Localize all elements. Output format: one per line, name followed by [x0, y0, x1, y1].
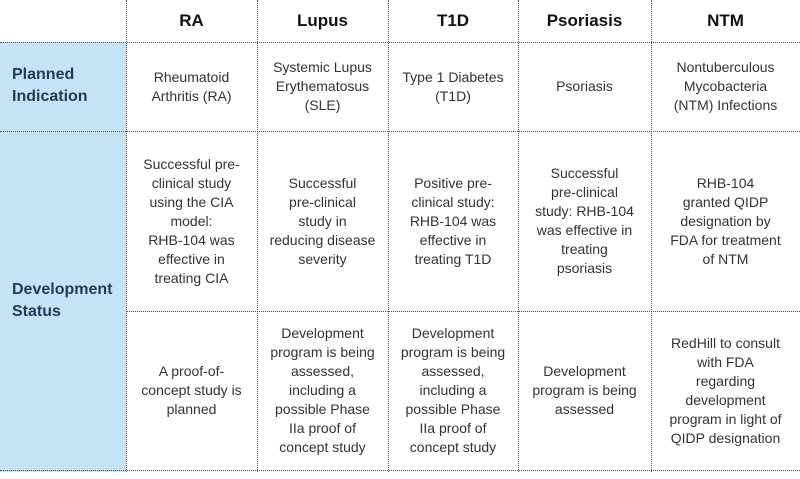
development-status-label: Development Status — [12, 281, 113, 320]
column-header-psoriasis: Psoriasis — [546, 11, 623, 30]
preclinical-cell-lupus: Successful pre-clinical study in reducin… — [269, 174, 376, 267]
column-header-ntm: NTM — [707, 11, 744, 30]
preclinical-cell-ntm: RHB-104 granted QIDP designation by FDA … — [670, 174, 781, 267]
indication-cell-ntm: Nontuberculous Mycobacteria (NTM) Infect… — [673, 59, 778, 113]
divider — [126, 311, 800, 312]
divider — [126, 0, 127, 472]
divider — [0, 131, 800, 132]
row-header-column — [0, 42, 126, 472]
program-cell-ra: A proof-of- concept study is planned — [141, 363, 242, 417]
program-cell-lupus: Development program is being assessed, i… — [270, 325, 375, 455]
indication-cell-lupus: Systemic Lupus Erythematosus (SLE) — [273, 59, 372, 113]
preclinical-cell-ra: Successful pre- clinical study using the… — [143, 155, 240, 286]
divider — [0, 42, 800, 43]
column-header-lupus: Lupus — [297, 11, 348, 30]
preclinical-cell-psoriasis: Successful pre-clinical study: RHB-104 w… — [535, 165, 634, 276]
preclinical-cell-t1d: Positive pre- clinical study: RHB-104 wa… — [409, 174, 497, 267]
divider — [257, 0, 258, 472]
program-cell-ntm: RedHill to consult with FDA regarding de… — [669, 334, 782, 446]
program-cell-t1d: Development program is being assessed, i… — [400, 325, 506, 455]
planned-indication-label: Planned Indication — [12, 66, 88, 105]
indication-cell-psoriasis: Psoriasis — [556, 78, 613, 94]
program-cell-psoriasis: Development program is being assessed — [532, 363, 637, 417]
divider — [0, 470, 800, 471]
divider — [651, 0, 652, 472]
column-header-ra: RA — [179, 11, 204, 30]
indication-cell-ra: Rheumatoid Arthritis (RA) — [151, 68, 232, 104]
column-header-t1d: T1D — [436, 11, 470, 30]
divider — [388, 0, 389, 472]
indication-cell-t1d: Type 1 Diabetes (T1D) — [402, 68, 504, 104]
divider — [518, 0, 519, 472]
